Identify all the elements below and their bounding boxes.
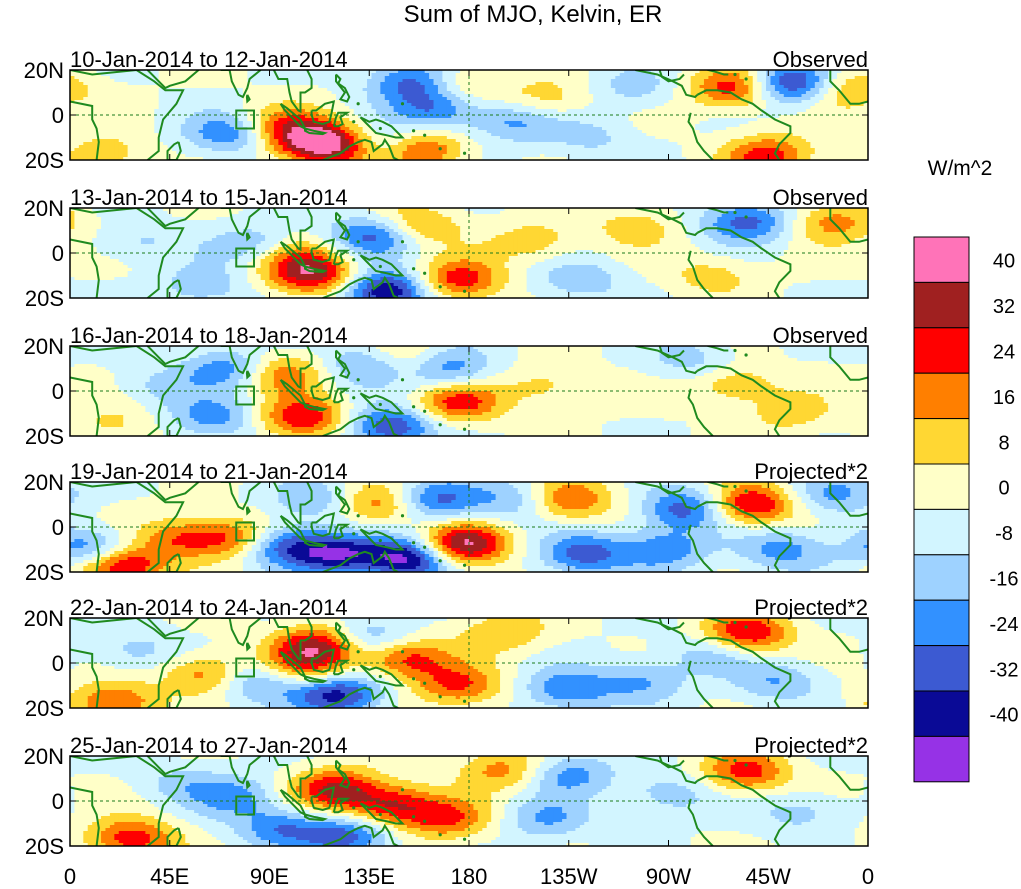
panel-1: 20N 0 20S 10-Jan-2014 to 12-Jan-2014 Observe…: [24, 47, 869, 173]
coastlines: [70, 756, 868, 846]
colorbar-swatch: [913, 463, 970, 510]
y-tick-label: 20N: [24, 470, 64, 495]
colorbar: 40 32 24 16 8 0 -8 -16 -24 -32 -40 W/m^2: [913, 157, 1019, 783]
colorbar-label: 40: [993, 251, 1015, 273]
panel-2: 20N 0 20S 13-Jan-2014 to 15-Jan-2014 Observe…: [24, 185, 869, 311]
x-tick-label: 45E: [150, 864, 189, 889]
y-tick-label: 20S: [25, 148, 64, 173]
colorbar-label: -32: [990, 659, 1019, 681]
y-tick-label: 0: [52, 515, 64, 540]
field-3: [70, 346, 868, 436]
colorbar-swatch: [913, 735, 970, 783]
coastlines: [70, 208, 868, 298]
region-box: [235, 795, 255, 816]
panel-5: 20N 0 20S 22-Jan-2014 to 24-Jan-2014 Project…: [24, 595, 869, 721]
colorbar-swatch: [913, 690, 970, 737]
y-tick-label: 20S: [25, 560, 64, 585]
coastlines: [70, 482, 868, 572]
y-tick-label: 20N: [24, 196, 64, 221]
colorbar-unit: W/m^2: [928, 157, 993, 180]
y-tick-label: 0: [52, 789, 64, 814]
y-tick-label: 20N: [24, 744, 64, 769]
panel-left-title: 19-Jan-2014 to 21-Jan-2014: [70, 459, 348, 484]
region-box: [235, 247, 255, 268]
colorbar-label: 32: [993, 296, 1015, 318]
panel-left-title: 22-Jan-2014 to 24-Jan-2014: [70, 595, 348, 620]
colorbar-swatch: [913, 236, 970, 283]
panel-left-title: 13-Jan-2014 to 15-Jan-2014: [70, 185, 348, 210]
colorbar-swatch: [913, 508, 970, 556]
panel-left-title: 16-Jan-2014 to 18-Jan-2014: [70, 323, 348, 348]
y-tick-label: 20N: [24, 58, 64, 83]
panel-left-title: 25-Jan-2014 to 27-Jan-2014: [70, 733, 348, 758]
x-tick-label: 135W: [540, 864, 598, 889]
x-tick-label: 0: [862, 864, 874, 889]
panel-right-title: Observed: [773, 47, 868, 72]
panel-right-title: Projected*2: [754, 733, 868, 758]
region-box: [235, 109, 255, 130]
y-tick-label: 20S: [25, 286, 64, 311]
x-tick-label: 45W: [746, 864, 791, 889]
y-tick-label: 20S: [25, 696, 64, 721]
colorbar-swatch: [913, 418, 970, 465]
x-tick-label: 135E: [344, 864, 395, 889]
x-tick-label: 90E: [250, 864, 289, 889]
y-tick-label: 20N: [24, 334, 64, 359]
y-tick-label: 20S: [25, 834, 64, 859]
y-tick-label: 0: [52, 241, 64, 266]
colorbar-swatch: [913, 281, 970, 329]
region-box: [235, 385, 255, 406]
region-box: [235, 657, 255, 678]
x-tick-label: 90W: [646, 864, 691, 889]
coastlines: [70, 70, 868, 160]
colorbar-label: -8: [995, 523, 1013, 545]
colorbar-label: -24: [990, 614, 1019, 636]
colorbar-swatch: [913, 554, 970, 601]
colorbar-label: 8: [998, 432, 1009, 454]
field-2: [70, 208, 868, 298]
panel-right-title: Observed: [773, 323, 868, 348]
panel-right-title: Projected*2: [754, 595, 868, 620]
chart-title: Sum of MJO, Kelvin, ER: [404, 1, 663, 28]
colorbar-label: 24: [993, 342, 1015, 364]
y-tick-label: 0: [52, 379, 64, 404]
coastlines: [70, 618, 868, 708]
x-tick-label: 0: [64, 864, 76, 889]
colorbar-label: -40: [990, 705, 1019, 727]
colorbar-label: 16: [993, 387, 1015, 409]
y-tick-label: 0: [52, 103, 64, 128]
y-tick-label: 0: [52, 651, 64, 676]
colorbar-swatch: [913, 645, 970, 692]
panel-right-title: Projected*2: [754, 459, 868, 484]
colorbar-label: -16: [990, 569, 1019, 591]
panel-right-title: Observed: [773, 185, 868, 210]
panel-4: 20N 0 20S 19-Jan-2014 to 21-Jan-2014 Project…: [24, 459, 869, 585]
coastlines: [70, 346, 868, 436]
colorbar-label: 0: [998, 478, 1009, 500]
colorbar-swatch: [913, 599, 970, 647]
colorbar-swatch: [913, 327, 970, 374]
x-tick-label: 180: [451, 864, 488, 889]
y-tick-label: 20N: [24, 606, 64, 631]
y-tick-label: 20S: [25, 424, 64, 449]
panel-3: 20N 0 20S 16-Jan-2014 to 18-Jan-2014 Observe…: [24, 323, 869, 449]
panel-6: 20N 0 20S 25-Jan-2014 to 27-Jan-2014 Project…: [24, 733, 869, 859]
colorbar-swatch: [913, 372, 970, 420]
region-box: [235, 521, 255, 542]
panel-left-title: 10-Jan-2014 to 12-Jan-2014: [70, 47, 348, 72]
